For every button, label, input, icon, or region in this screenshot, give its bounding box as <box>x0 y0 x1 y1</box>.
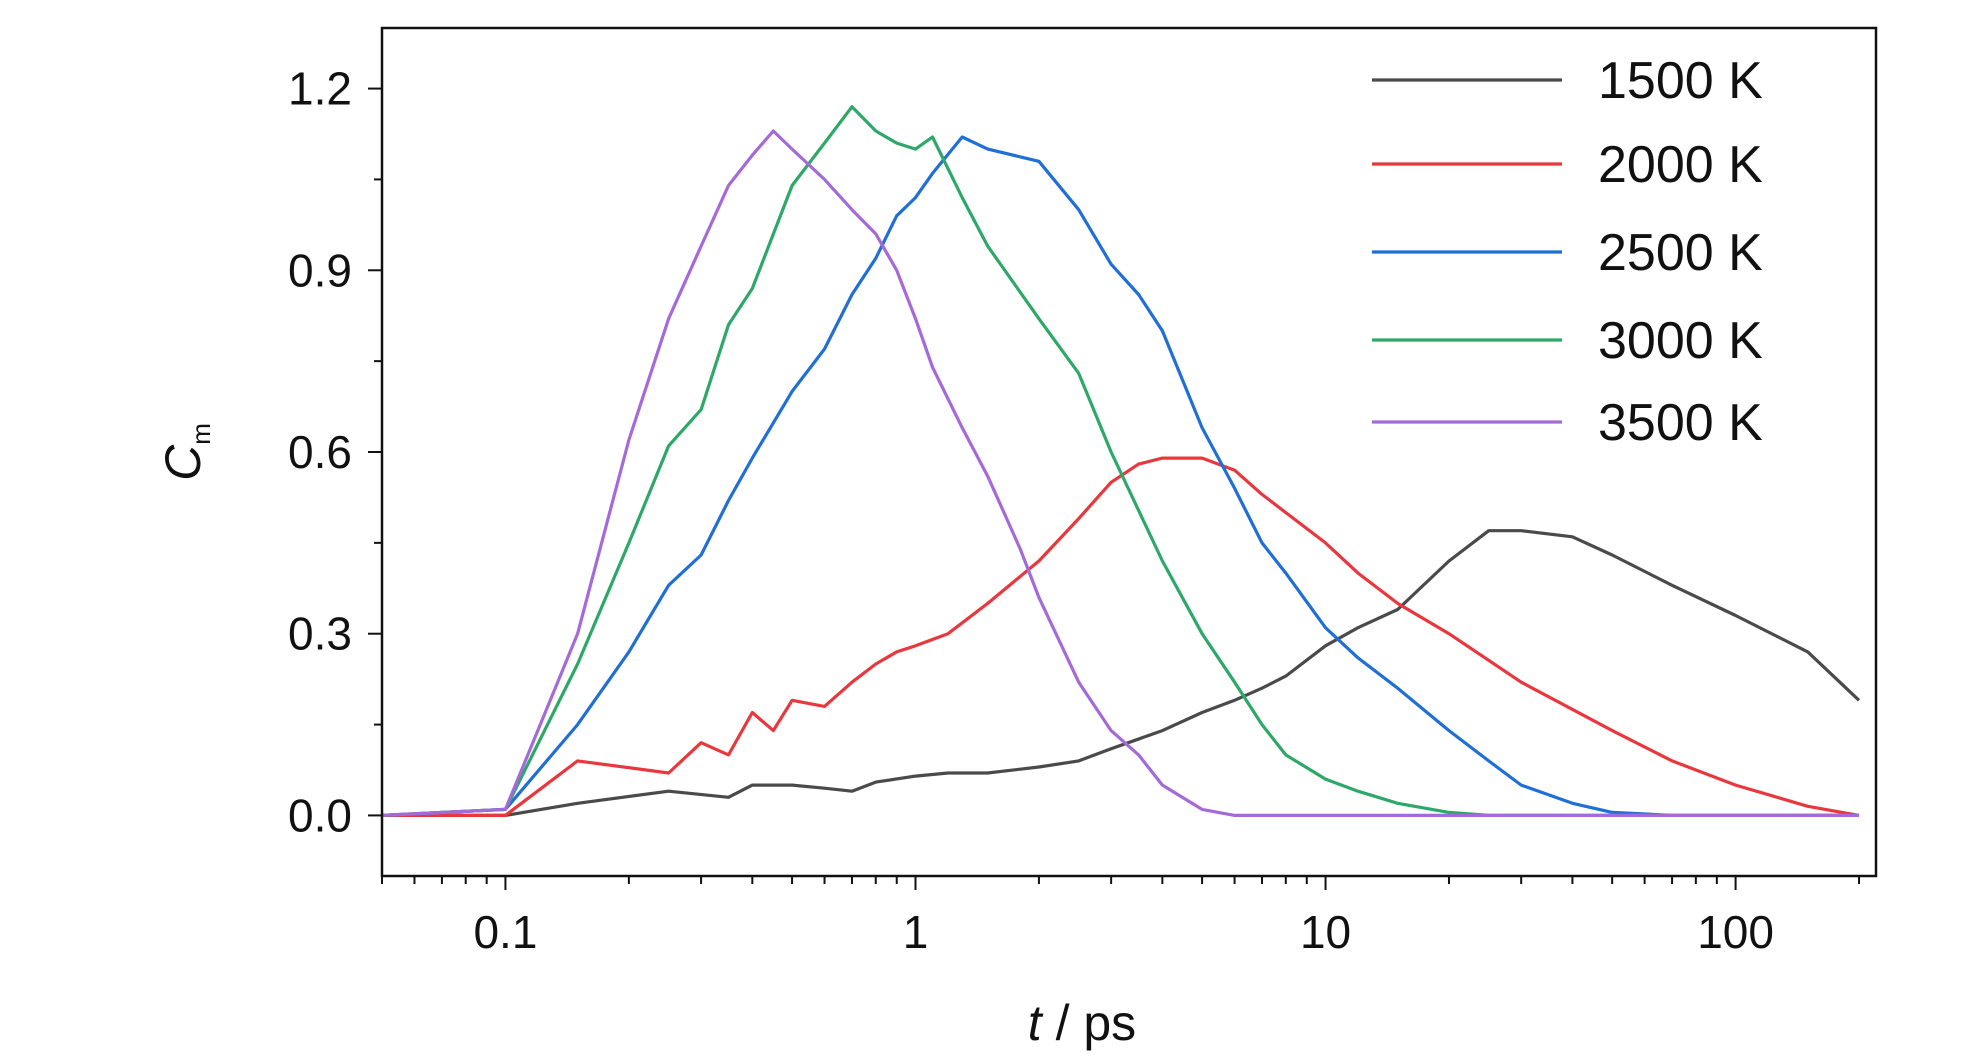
y-tick-label: 0.0 <box>288 789 352 841</box>
series-line-4 <box>381 105 1859 818</box>
y-axis-variable: C <box>155 444 211 481</box>
legend-label-4: 3000 K <box>1598 312 1763 370</box>
legend-label-1: 1500 K <box>1598 52 1763 110</box>
plot-series <box>381 105 1861 818</box>
y-tick-label: 0.3 <box>288 608 352 660</box>
series-line-2 <box>382 456 1860 818</box>
x-tick-label: 0.1 <box>473 906 537 958</box>
y-tick-label: 0.6 <box>288 426 352 478</box>
legend: 1500 K 2000 K 2500 K 3000 K 3500 K <box>1372 52 1763 452</box>
y-tick-label: 0.9 <box>288 244 352 296</box>
legend-label-2: 2000 K <box>1598 136 1763 194</box>
y-axis-ticks: 0.0 0.3 0.6 0.9 1.2 <box>288 63 382 841</box>
x-tick-label: 1 <box>903 906 929 958</box>
y-axis-subscript: m <box>186 423 216 445</box>
x-tick-label: 10 <box>1300 906 1351 958</box>
series-line-3 <box>381 135 1859 818</box>
series-line-5 <box>381 129 1859 818</box>
legend-label-5: 3500 K <box>1598 394 1763 452</box>
x-axis-variable: t <box>1028 995 1044 1051</box>
y-axis-title: Cm <box>155 423 216 481</box>
x-axis-title: t / ps <box>1028 995 1136 1051</box>
x-axis-ticks: 0.1 1 10 100 <box>381 876 1861 958</box>
legend-label-3: 2500 K <box>1598 224 1763 282</box>
series-line-1 <box>382 529 1861 818</box>
y-tick-label: 1.2 <box>288 63 352 115</box>
x-axis-unit: / ps <box>1042 995 1136 1051</box>
x-tick-label: 100 <box>1697 906 1774 958</box>
